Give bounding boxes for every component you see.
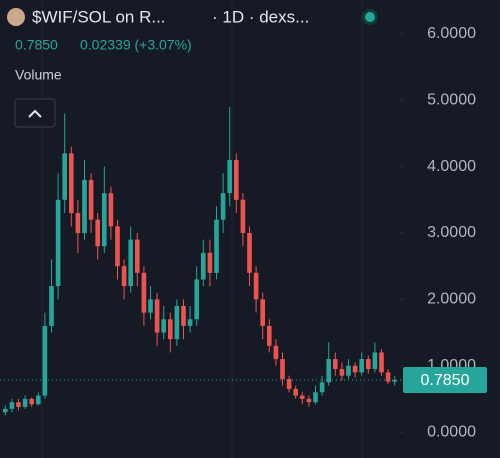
last-price-tag xyxy=(403,367,487,394)
candle-body xyxy=(207,252,213,273)
candle-body xyxy=(115,226,120,267)
candle-body xyxy=(214,219,219,273)
candle-body xyxy=(365,359,371,370)
last-price-label: 0.7850 xyxy=(421,372,470,389)
candle-body xyxy=(101,193,107,247)
candle-body xyxy=(227,159,233,194)
candle-body xyxy=(141,272,147,313)
candle-body xyxy=(260,299,266,326)
candle-body xyxy=(128,239,134,287)
candle-body xyxy=(346,365,351,376)
button-frame[interactable] xyxy=(14,98,56,128)
candle-body xyxy=(167,319,173,340)
candle-body xyxy=(392,380,398,382)
volume-label: Volume xyxy=(15,67,62,83)
candle-body xyxy=(35,395,41,405)
y-tick-label: 0.0000 xyxy=(427,423,476,440)
candle-body xyxy=(273,345,279,360)
candle-body xyxy=(220,193,226,220)
candle-body xyxy=(49,286,54,326)
candle-body xyxy=(62,153,68,200)
candle-body xyxy=(161,319,167,333)
candle-body xyxy=(187,319,193,326)
candle-body xyxy=(233,159,239,200)
candle-body xyxy=(148,299,153,313)
candle-body xyxy=(75,213,81,233)
candle-body xyxy=(352,365,358,373)
candle-body xyxy=(134,239,140,273)
overlay: $WIF/SOL on R... · 1D · dexs... 0.7850 0… xyxy=(7,7,378,128)
candle-body xyxy=(194,279,200,320)
candle-body xyxy=(121,266,127,287)
candle-body xyxy=(280,359,285,380)
candle-body xyxy=(293,388,299,396)
candle-body xyxy=(200,252,206,280)
candle-body xyxy=(181,305,186,326)
token-avatar xyxy=(7,8,25,26)
candle-body xyxy=(2,408,8,413)
candle-body xyxy=(332,359,338,370)
status-dot xyxy=(365,12,375,22)
candle-body xyxy=(108,193,114,227)
y-tick-label: 3.0000 xyxy=(427,224,476,241)
candle-body xyxy=(313,392,318,403)
y-tick-label: 4.0000 xyxy=(427,158,476,175)
candle-body xyxy=(379,352,384,373)
candle-body xyxy=(299,395,305,399)
collapse-button[interactable] xyxy=(14,98,56,128)
candle-body xyxy=(29,398,35,405)
candle-body xyxy=(95,219,101,247)
candle-body xyxy=(154,299,160,333)
candle-body xyxy=(253,272,259,300)
candle-body xyxy=(266,325,272,346)
y-tick-label: 6.0000 xyxy=(427,25,476,42)
candle-body xyxy=(240,199,246,233)
chevron-up xyxy=(28,109,42,118)
y-tick-label: 2.0000 xyxy=(427,291,476,308)
candle-body xyxy=(16,402,21,407)
candle-body xyxy=(372,352,378,370)
candle-body xyxy=(286,379,292,389)
header-price: 0.7850 xyxy=(15,37,58,53)
candle-body xyxy=(306,398,312,403)
candle-body xyxy=(55,199,61,287)
grid xyxy=(41,0,363,458)
candle-body xyxy=(42,325,48,396)
candle-body xyxy=(82,179,87,233)
candle-body xyxy=(88,179,94,220)
candle-body xyxy=(22,398,28,407)
candle-body xyxy=(68,153,74,214)
y-tick-label: 5.0000 xyxy=(427,91,476,108)
candle-body xyxy=(247,232,252,273)
candle-body xyxy=(319,382,325,393)
candle-body xyxy=(359,359,365,373)
candle-body xyxy=(385,372,391,382)
candle-body xyxy=(174,305,180,340)
pair-title: $WIF/SOL on R... xyxy=(32,7,166,26)
candle-body xyxy=(326,359,332,383)
candle-body xyxy=(9,402,15,409)
interval: · 1D · dexs... xyxy=(212,7,309,26)
candle-body xyxy=(339,369,345,376)
plot: 0.00001.00002.00003.00004.00005.00006.00… xyxy=(0,25,487,440)
header-change: 0.02339 (+3.07%) xyxy=(80,37,192,53)
